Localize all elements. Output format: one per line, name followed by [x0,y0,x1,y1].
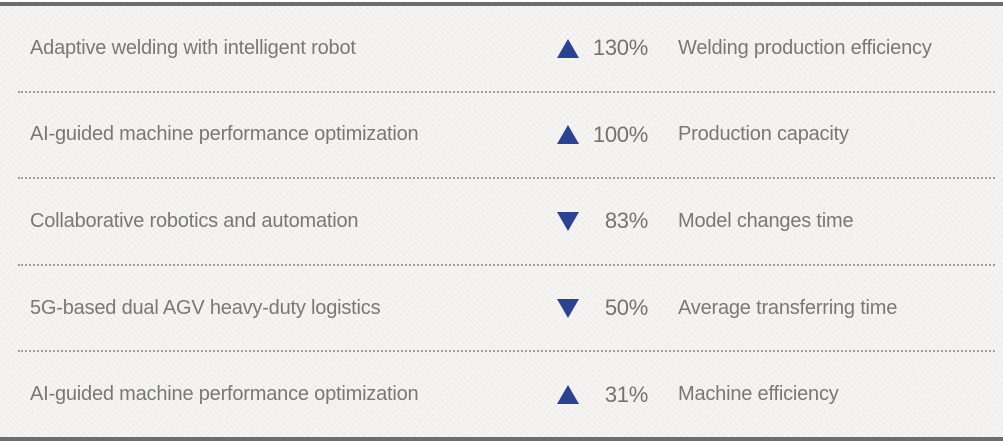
use-case-label: AI-guided machine performance optimizati… [30,383,419,406]
trend-arrow-icon [557,38,579,58]
trend-arrow-icon [557,385,579,405]
trend-arrow-icon [557,298,579,318]
row-separator [18,90,995,93]
use-case-label: 5G-based dual AGV heavy-duty logistics [30,296,381,319]
table-row: Collaborative robotics and automation 83… [0,179,1003,264]
table-row: AI-guided machine performance optimizati… [0,93,1003,178]
kpi-metric-label: Machine efficiency [678,383,839,406]
use-case-label: Adaptive welding with intelligent robot [30,36,356,59]
table-row: Adaptive welding with intelligent robot … [0,6,1003,91]
kpi-metric-label: Welding production efficiency [678,36,932,59]
table-row: AI-guided machine performance optimizati… [0,352,1003,437]
row-separator [18,350,995,353]
change-percentage: 50% [604,295,648,321]
kpi-metric-label: Production capacity [678,123,849,146]
row-separator [18,177,995,180]
row-separator [18,263,995,266]
table-row: 5G-based dual AGV heavy-duty logistics 5… [0,266,1003,351]
trend-arrow-icon [557,125,579,145]
change-percentage: 31% [604,381,648,407]
change-percentage: 130% [592,35,648,61]
kpi-metric-label: Average transferring time [678,296,898,319]
use-case-label: AI-guided machine performance optimizati… [30,123,419,146]
trend-arrow-icon [557,211,579,231]
use-case-label: Collaborative robotics and automation [30,209,359,232]
change-percentage: 100% [592,121,648,147]
change-percentage: 83% [604,208,648,234]
kpi-metric-label: Model changes time [678,209,854,232]
